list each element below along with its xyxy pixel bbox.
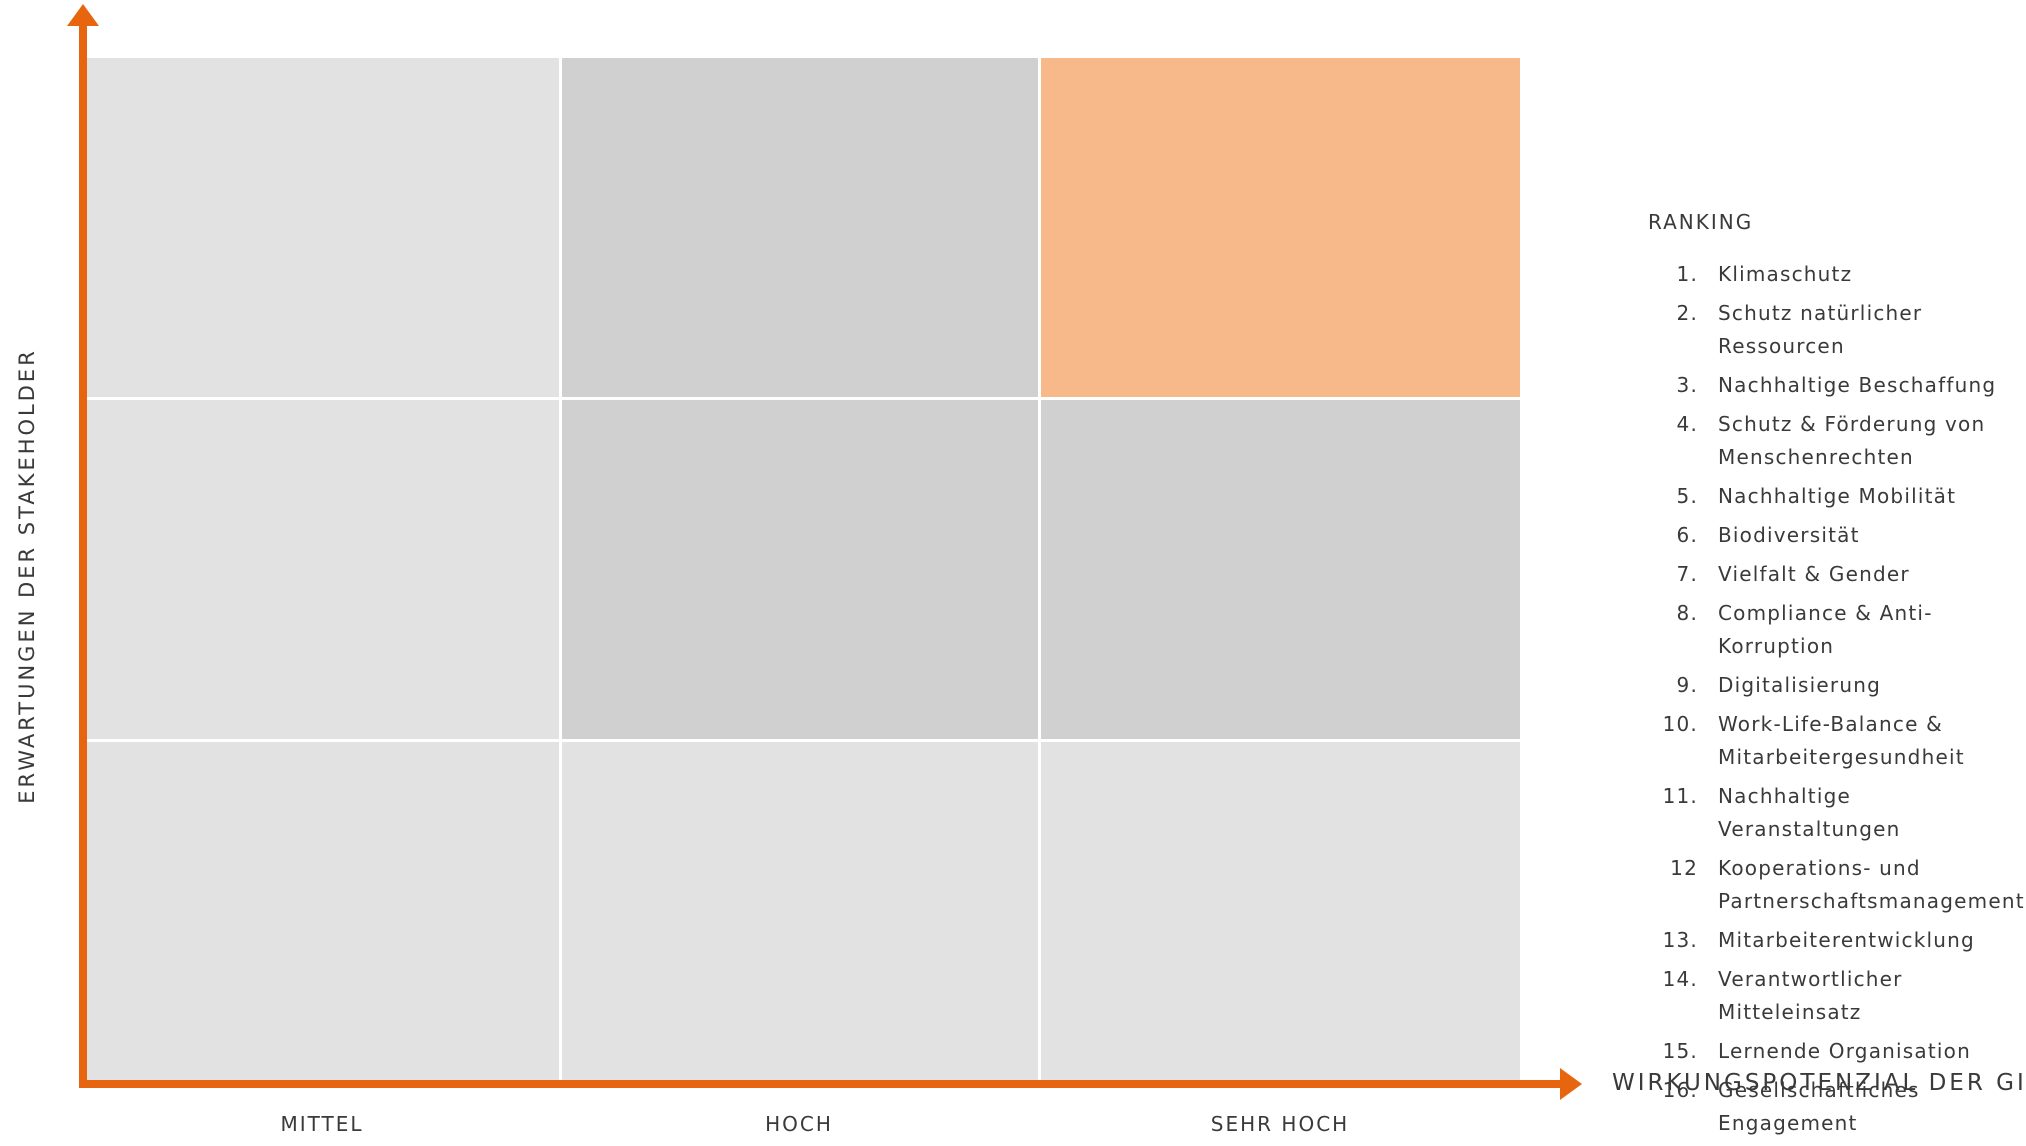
ranking-item-label: Verantwortlicher Mitteleinsatz	[1718, 967, 1903, 1024]
cell-bottom-left	[87, 742, 559, 1083]
ranking-item-label: Work-Life-Balance & Mitarbeitergesundhei…	[1718, 712, 1965, 769]
cell-middle-right	[1041, 400, 1520, 739]
ranking-item-number: 15.	[1662, 1039, 1698, 1063]
y-axis-title: ERWARTUNGEN DER STAKEHOLDER	[15, 348, 39, 804]
x-tick-sehr-hoch: SEHR HOCH	[1210, 1112, 1350, 1136]
ranking-item-number: 14.	[1662, 967, 1698, 991]
ranking-item-label: Lernende Organisation	[1718, 1039, 1971, 1063]
x-tick-mittel: MITTEL	[280, 1112, 364, 1136]
ranking-item-number: 9.	[1676, 673, 1698, 697]
ranking-item-number: 11.	[1662, 784, 1698, 808]
y-axis-arrow-icon	[67, 4, 99, 26]
ranking-item: 2. Schutz natürlicher Ressourcen	[1648, 297, 2018, 363]
x-tick-hoch: HOCH	[765, 1112, 833, 1136]
ranking-item: 12 Kooperations- und Partnerschaftsmanage…	[1648, 852, 2023, 918]
cell-bottom-right	[1041, 742, 1520, 1083]
ranking-item-number: 16.	[1662, 1078, 1698, 1102]
ranking-item-label: Nachhaltige Beschaffung	[1718, 373, 1997, 397]
cell-top-left	[87, 58, 559, 397]
cell-top-right-highlight	[1041, 58, 1520, 397]
ranking-item-label: Mitarbeiterentwicklung	[1718, 928, 1975, 952]
ranking-item-label: Biodiversität	[1718, 523, 1860, 547]
cell-middle-middle	[562, 400, 1038, 739]
ranking-item-label: Schutz natürlicher Ressourcen	[1718, 301, 1923, 358]
ranking-item-number: 4.	[1676, 412, 1698, 436]
x-axis-arrow-icon	[1560, 1068, 1582, 1100]
ranking-item: 10. Work-Life-Balance & Mitarbeitergesund…	[1648, 708, 2018, 774]
ranking-item-number: 5.	[1676, 484, 1698, 508]
ranking-item-label: Klimaschutz	[1718, 262, 1853, 286]
ranking-item: 8. Compliance & Anti-Korruption	[1648, 597, 2018, 663]
ranking-item: 6. Biodiversität	[1648, 519, 2018, 552]
ranking-title: RANKING	[1648, 210, 1754, 234]
ranking-list: 1. Klimaschutz 2. Schutz natürlicher Resso…	[1648, 258, 2024, 1140]
ranking-item-label: Digitalisierung	[1718, 673, 1881, 697]
y-axis-line	[79, 18, 87, 1088]
x-axis-title: WIRKUNGSPOTENZIAL DER GIZ	[1612, 1070, 2026, 1096]
ranking-item: 7. Vielfalt & Gender	[1648, 558, 2018, 591]
ranking-item: 16. Gesellschaftliches Engagement	[1648, 1074, 2018, 1140]
ranking-item-label: Compliance & Anti-Korruption	[1718, 601, 1933, 658]
ranking-item-label: Nachhaltige Mobilität	[1718, 484, 1957, 508]
ranking-item: 9. Digitalisierung	[1648, 669, 2018, 702]
ranking-item-number: 1.	[1676, 262, 1698, 286]
ranking-item: 11. Nachhaltige Veranstaltungen	[1648, 780, 2018, 846]
cell-middle-left	[87, 400, 559, 739]
ranking-item-label: Gesellschaftliches Engagement	[1718, 1078, 1920, 1135]
ranking-item-number: 2.	[1676, 301, 1698, 325]
ranking-item: 15. Lernende Organisation	[1648, 1035, 2018, 1068]
ranking-item-number: 12	[1670, 856, 1698, 880]
ranking-item-number: 3.	[1676, 373, 1698, 397]
cell-top-middle	[562, 58, 1038, 397]
ranking-item-number: 8.	[1676, 601, 1698, 625]
ranking-item-number: 13.	[1662, 928, 1698, 952]
ranking-item: 13. Mitarbeiterentwicklung	[1648, 924, 2018, 957]
ranking-item-label: Schutz & Förderung von Menschenrechten	[1718, 412, 1986, 469]
ranking-item-number: 6.	[1676, 523, 1698, 547]
ranking-item-label: Nachhaltige Veranstaltungen	[1718, 784, 1901, 841]
ranking-item-number: 7.	[1676, 562, 1698, 586]
cell-bottom-middle	[562, 742, 1038, 1083]
ranking-item: 5. Nachhaltige Mobilität	[1648, 480, 2018, 513]
ranking-item-label: Kooperations- und Partnerschaftsmanageme…	[1718, 856, 2025, 913]
ranking-item-number: 10.	[1662, 712, 1698, 736]
ranking-item: 3. Nachhaltige Beschaffung	[1648, 369, 2018, 402]
ranking-item: 4. Schutz & Förderung von Menschenrechten	[1648, 408, 2018, 474]
x-axis-line	[79, 1080, 1564, 1088]
materiality-matrix	[87, 58, 1520, 1083]
ranking-item-label: Vielfalt & Gender	[1718, 562, 1910, 586]
ranking-panel: RANKING 1. Klimaschutz 2. Schutz natürlich…	[1648, 210, 2024, 1146]
ranking-item: 14. Verantwortlicher Mitteleinsatz	[1648, 963, 2018, 1029]
ranking-item: 1. Klimaschutz	[1648, 258, 2018, 291]
